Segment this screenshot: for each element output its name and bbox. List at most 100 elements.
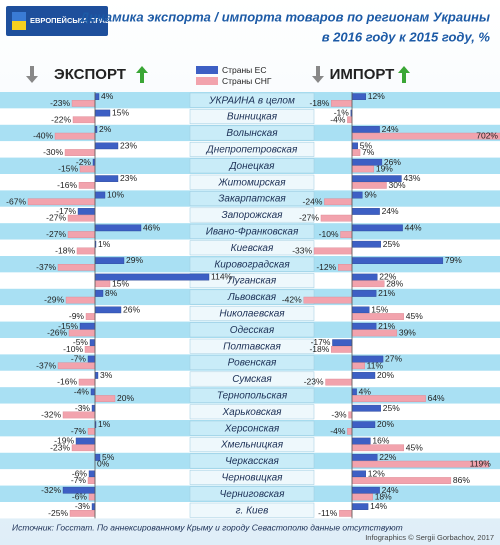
value-label: 24%	[382, 206, 399, 216]
region-label: Харьковская	[222, 407, 283, 418]
bar	[90, 388, 96, 396]
value-label: 86%	[453, 475, 470, 485]
bar	[57, 264, 96, 271]
value-label: -10%	[63, 344, 83, 354]
value-label: 21%	[378, 321, 395, 331]
bar	[351, 372, 376, 379]
bar	[351, 142, 358, 150]
value-label: 1%	[98, 419, 111, 429]
region-label: Кировоградская	[214, 259, 290, 270]
logo: ЕВРОПЕЙСЬКА ПРАВДА	[30, 16, 122, 25]
source-note: Источник: Госстат. По аннексированному К…	[12, 522, 403, 532]
value-label: 26%	[123, 304, 140, 314]
region-label: Донецкая	[228, 161, 275, 172]
bar	[331, 99, 353, 107]
bar	[351, 421, 376, 429]
value-label: 11%	[367, 360, 384, 370]
region-box	[189, 125, 315, 141]
value-label: 20%	[117, 393, 134, 403]
value-label: -42%	[282, 295, 302, 305]
arrows	[26, 66, 410, 83]
bar	[78, 181, 96, 189]
bar	[65, 296, 96, 304]
value-label: 25%	[383, 239, 400, 249]
region-box	[189, 486, 315, 502]
logo-box	[6, 6, 108, 36]
region-box	[189, 158, 315, 174]
bar	[351, 362, 365, 370]
value-label: 23%	[120, 173, 137, 183]
bar	[351, 322, 377, 330]
value-label: 39%	[399, 327, 416, 337]
bar	[87, 477, 96, 484]
value-label: -7%	[71, 475, 87, 485]
bar	[351, 404, 381, 412]
value-label: 12%	[368, 468, 385, 478]
region-label: Херсонская	[224, 423, 280, 434]
region-box	[189, 305, 315, 321]
value-label: 119%	[470, 459, 492, 469]
bar	[351, 273, 378, 281]
value-label: 702%	[476, 131, 498, 141]
region-label: Одесская	[230, 325, 275, 336]
region-box	[189, 469, 315, 485]
region-box	[189, 355, 315, 371]
region-label: Днепропетровская	[206, 145, 298, 156]
value-label: 5%	[102, 452, 115, 462]
bar	[71, 99, 96, 107]
value-label: -26%	[47, 327, 67, 337]
region-label: Сумская	[232, 374, 272, 385]
logo-flag	[12, 12, 26, 21]
bar	[94, 372, 99, 379]
value-label: 15%	[371, 304, 388, 314]
bar	[351, 493, 373, 501]
region-label: УКРАИНА в целом	[208, 95, 295, 106]
value-label: -33%	[292, 245, 312, 255]
value-label: -16%	[57, 180, 77, 190]
value-label: 64%	[428, 393, 445, 403]
bar	[91, 404, 96, 412]
bar	[351, 257, 444, 265]
value-label: 26%	[384, 157, 401, 167]
bar	[351, 181, 387, 189]
value-label: 45%	[406, 442, 423, 452]
bar	[67, 231, 96, 238]
value-label: -16%	[57, 377, 77, 387]
bar	[348, 411, 353, 419]
credit: Infographics © Sergii Gorbachov, 2017	[365, 533, 494, 542]
value-label: 27%	[385, 354, 402, 364]
region-box	[189, 420, 315, 436]
region-label: Винницкая	[227, 112, 278, 123]
region-label: Черниговская	[220, 489, 286, 500]
value-label: -25%	[48, 508, 68, 518]
value-label: 5%	[360, 140, 373, 150]
value-label: 4%	[359, 386, 372, 396]
panel-title: ИМПОРТ	[330, 66, 395, 83]
bar	[340, 231, 353, 238]
region-label: Луганская	[227, 276, 277, 287]
bar	[76, 247, 96, 255]
value-label: -23%	[50, 442, 70, 452]
legend-label: Страны ЕС	[222, 65, 266, 75]
bar	[94, 191, 106, 199]
value-label: 4%	[101, 91, 114, 101]
region-label: Волынская	[226, 128, 278, 139]
value-label: -19%	[54, 436, 74, 446]
region-box	[189, 404, 315, 420]
bar	[94, 395, 116, 402]
value-label: -40%	[33, 131, 53, 141]
region-box	[189, 109, 315, 125]
value-label: 12%	[368, 91, 385, 101]
legend-label: Страны СНГ	[222, 76, 272, 86]
value-label: -11%	[318, 508, 338, 518]
bar	[351, 306, 370, 314]
bar	[351, 224, 403, 232]
region-label: Киевская	[231, 243, 274, 254]
region-label: Львовская	[227, 292, 277, 303]
bar	[54, 132, 96, 140]
region-box	[189, 387, 315, 403]
value-label: -30%	[43, 147, 63, 157]
region-label: Закарпатская	[218, 194, 286, 205]
logo-flag	[12, 21, 26, 30]
